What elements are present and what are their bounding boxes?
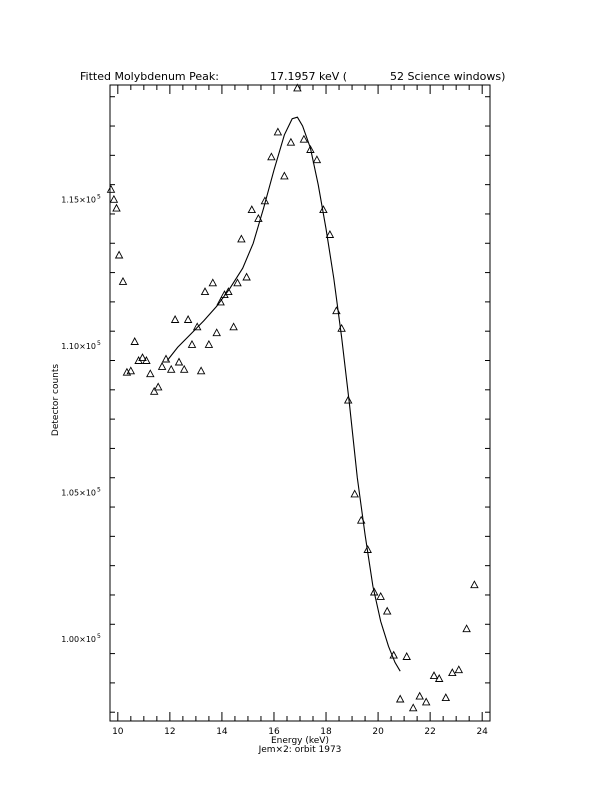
data-point <box>325 230 335 238</box>
data-point <box>130 337 139 345</box>
y-tick-exponent: 5 <box>97 340 101 347</box>
x-axis: 10 12 14 16 18 20 22 24 <box>112 85 488 737</box>
data-point <box>196 366 206 375</box>
chart-footer: Jem×2: orbit 1973 <box>258 745 342 755</box>
data-point <box>293 83 302 92</box>
y-tick-label: 1.10×10 <box>61 342 96 351</box>
x-tick-label: 16 <box>268 727 280 737</box>
data-point <box>212 328 221 337</box>
data-point <box>312 155 322 164</box>
data-point <box>254 213 263 222</box>
data-point <box>229 322 238 331</box>
data-point <box>363 545 372 553</box>
data-point <box>306 145 315 153</box>
data-point <box>319 205 328 214</box>
data-point <box>382 606 392 615</box>
data-point <box>200 287 210 296</box>
data-point <box>247 205 257 214</box>
data-point <box>273 127 283 136</box>
data-point <box>395 694 405 703</box>
data-point <box>429 671 439 680</box>
data-point <box>448 668 457 677</box>
data-point <box>146 369 155 378</box>
data-point <box>157 361 167 370</box>
y-tick-exponent: 5 <box>97 486 101 493</box>
data-point <box>166 364 176 373</box>
data-point <box>142 356 151 364</box>
chart-title-windows: 52 Science windows) <box>390 70 505 83</box>
data-point <box>174 357 184 366</box>
data-point <box>441 693 451 702</box>
x-tick-label: 12 <box>164 727 175 737</box>
data-point <box>337 323 346 332</box>
chart-title-energy: 17.1957 keV ( <box>270 70 347 83</box>
data-point <box>237 234 246 243</box>
data-point <box>179 364 189 373</box>
x-tick-label: 20 <box>372 727 384 737</box>
x-axis-title: Energy (keV) <box>271 736 329 746</box>
data-point <box>267 152 276 161</box>
data-point <box>332 306 341 315</box>
data-point <box>462 624 471 633</box>
data-point <box>434 674 444 682</box>
data-point <box>286 137 296 146</box>
data-point <box>242 272 251 281</box>
data-point <box>161 354 171 363</box>
data-points-layer <box>106 83 479 712</box>
y-axis: 1.00×10 51.05×10 51.10×10 51.15×10 5 <box>61 96 490 713</box>
y-tick-label: 1.15×10 <box>61 195 96 204</box>
data-point <box>233 278 242 287</box>
data-point <box>299 134 309 143</box>
data-point <box>415 691 424 700</box>
data-point <box>118 276 128 285</box>
fit-curve-layer <box>166 116 401 672</box>
y-tick-label: 1.00×10 <box>61 635 96 644</box>
data-point <box>350 489 359 498</box>
data-point <box>149 386 159 395</box>
data-point <box>280 171 289 180</box>
y-tick-exponent: 5 <box>97 193 101 200</box>
data-point <box>138 353 147 362</box>
data-point <box>208 278 218 287</box>
data-point <box>114 250 124 259</box>
x-tick-label: 18 <box>320 727 332 737</box>
data-point <box>260 196 270 205</box>
x-tick-label: 14 <box>216 727 228 737</box>
data-point <box>204 339 214 348</box>
x-tick-label: 10 <box>112 727 124 737</box>
data-point <box>109 194 119 203</box>
data-point <box>343 395 353 404</box>
data-point <box>408 703 418 712</box>
data-point <box>224 287 233 296</box>
plot-frame <box>109 84 491 722</box>
data-point <box>170 315 180 323</box>
data-point <box>153 382 163 391</box>
fit-curve <box>166 116 401 672</box>
data-point <box>192 322 202 331</box>
data-point <box>389 650 398 659</box>
y-tick-label: 1.05×10 <box>61 488 96 497</box>
data-point <box>421 697 431 706</box>
data-point <box>356 515 366 524</box>
data-point <box>106 184 116 193</box>
x-tick-label: 22 <box>424 727 435 737</box>
data-point <box>187 339 197 348</box>
data-point <box>126 366 136 375</box>
y-axis-title: Detector counts <box>51 364 61 436</box>
data-point <box>112 203 121 212</box>
data-point <box>216 297 225 306</box>
data-point <box>454 665 464 674</box>
data-point <box>183 315 193 323</box>
data-point <box>369 587 379 596</box>
x-tick-label: 24 <box>476 727 488 737</box>
y-tick-exponent: 5 <box>97 633 101 640</box>
data-point <box>402 652 411 660</box>
chart-title-label: Fitted Molybdenum Peak: <box>80 70 219 83</box>
data-point <box>376 591 385 600</box>
data-point <box>470 580 479 589</box>
